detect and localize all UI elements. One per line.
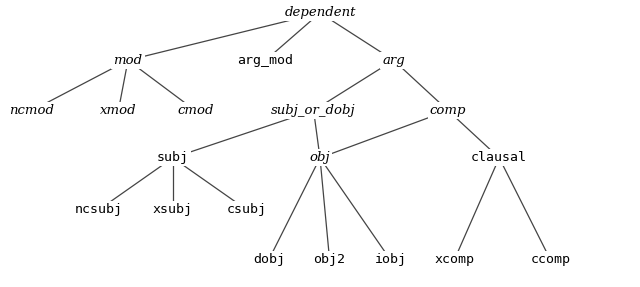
Text: subj_or_dobj: subj_or_dobj xyxy=(271,104,356,117)
Text: arg: arg xyxy=(382,54,405,67)
Text: ncsubj: ncsubj xyxy=(76,203,123,216)
Text: subj: subj xyxy=(157,151,189,164)
Text: xcomp: xcomp xyxy=(435,253,474,266)
Text: cmod: cmod xyxy=(177,104,214,117)
Text: xsubj: xsubj xyxy=(153,203,193,216)
Text: obj2: obj2 xyxy=(314,253,346,266)
Text: dependent: dependent xyxy=(284,6,356,20)
Text: iobj: iobj xyxy=(374,253,406,266)
Text: xmod: xmod xyxy=(100,104,137,117)
Text: ccomp: ccomp xyxy=(531,253,570,266)
Text: clausal: clausal xyxy=(471,151,527,164)
Text: arg_mod: arg_mod xyxy=(237,54,294,67)
Text: mod: mod xyxy=(113,54,143,67)
Text: csubj: csubj xyxy=(227,203,266,216)
Text: comp: comp xyxy=(429,104,467,117)
Text: obj: obj xyxy=(310,151,330,164)
Text: ncmod: ncmod xyxy=(10,104,54,117)
Text: dobj: dobj xyxy=(253,253,285,266)
